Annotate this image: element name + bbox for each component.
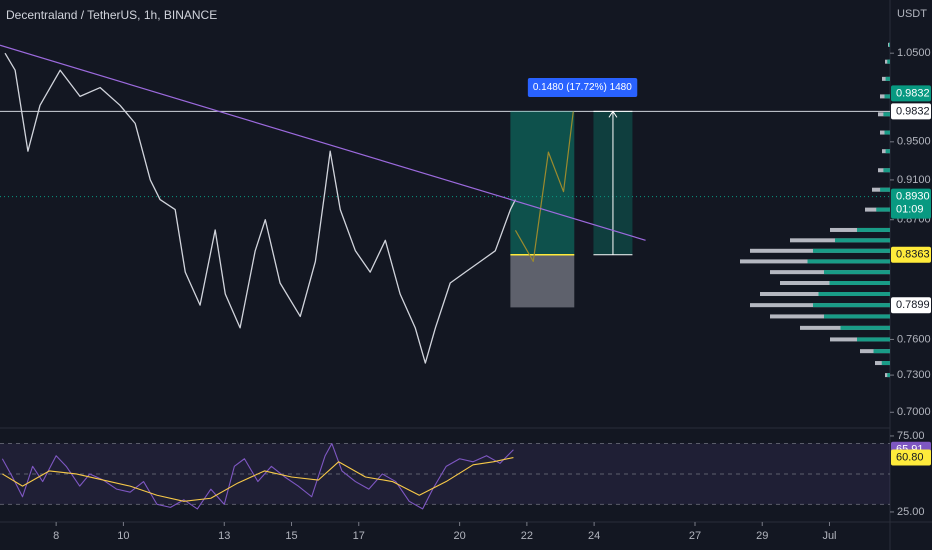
x-tick-label: 8 — [53, 530, 59, 542]
x-tick-label: 17 — [353, 530, 365, 542]
y-tick-label: 0.7600 — [897, 333, 931, 345]
rsi-line — [2, 456, 514, 502]
y-tick-label: 0.9500 — [897, 136, 931, 148]
price-label: 0.8363 — [896, 249, 930, 261]
y-tick-label: 0.9100 — [897, 174, 931, 186]
position-label: 0.1480 (17.72%) 1480 — [533, 82, 632, 93]
price-label: 0.7899 — [896, 299, 930, 311]
rsi-label-box — [891, 449, 931, 466]
measure-arrow-head — [608, 110, 618, 118]
currency-label: USDT — [897, 8, 927, 20]
volume-profile-up — [829, 281, 890, 286]
rsi-label: 60.80 — [896, 451, 924, 463]
y-tick-label: 0.7300 — [897, 369, 931, 381]
volume-profile-up — [876, 207, 890, 212]
volume-profile-up — [813, 303, 890, 308]
volume-profile-up — [883, 112, 890, 117]
x-tick-label: 29 — [756, 530, 768, 542]
y-tick-label: 1.0500 — [897, 47, 931, 59]
volume-profile-up — [813, 248, 890, 253]
trend-line — [0, 44, 646, 241]
volume-profile-up — [824, 314, 890, 319]
last-price-label: 0.8930 — [896, 191, 930, 203]
rsi-y-tick-label: 25.00 — [897, 506, 925, 518]
x-tick-label: 15 — [285, 530, 297, 542]
volume-profile-up — [840, 325, 890, 330]
volume-profile-up — [888, 42, 890, 47]
volume-profile-up — [885, 76, 890, 81]
x-tick-label: 20 — [454, 530, 466, 542]
volume-profile-up — [885, 149, 890, 154]
volume-profile-up — [881, 361, 890, 366]
volume-profile-up — [835, 238, 890, 243]
chart-title: Decentraland / TetherUS, 1h, BINANCE — [6, 8, 217, 22]
price-label-box — [891, 246, 931, 263]
rsi-y-tick-label: 75.00 — [897, 430, 925, 442]
volume-profile-up — [884, 130, 890, 135]
volume-profile-up — [887, 373, 890, 378]
volume-profile-up — [887, 59, 890, 64]
projection-line — [514, 111, 574, 263]
volume-profile-up — [807, 259, 890, 264]
last-price-box — [891, 188, 931, 219]
rsi-line — [1, 443, 514, 510]
price-label: 0.9832 — [896, 87, 930, 99]
position-target-zone — [510, 111, 575, 255]
price-label-box — [891, 103, 931, 120]
volume-profile-up — [818, 292, 890, 297]
volume-profile-up — [824, 270, 890, 275]
x-tick-label: Jul — [822, 530, 836, 542]
volume-profile-up — [857, 227, 890, 232]
volume-profile-up — [884, 94, 890, 99]
volume-profile-up — [880, 187, 890, 192]
price-label-box — [891, 85, 931, 102]
x-tick-label: 27 — [689, 530, 701, 542]
price-label: 0.9832 — [896, 105, 930, 117]
y-tick-label: 0.7000 — [897, 406, 931, 418]
price-line — [4, 52, 517, 364]
position-stop-zone — [510, 254, 575, 308]
volume-profile-up — [857, 337, 890, 342]
price-label-box — [891, 297, 931, 314]
x-tick-label: 10 — [117, 530, 129, 542]
x-tick-label: 22 — [521, 530, 533, 542]
x-tick-label: 24 — [588, 530, 600, 542]
position-label-box — [527, 78, 638, 98]
rsi-band — [0, 443, 890, 505]
volume-profile-up — [873, 349, 890, 354]
volume-profile-up — [883, 168, 890, 173]
x-tick-label: 13 — [218, 530, 230, 542]
countdown-label: 01:09 — [896, 204, 924, 216]
